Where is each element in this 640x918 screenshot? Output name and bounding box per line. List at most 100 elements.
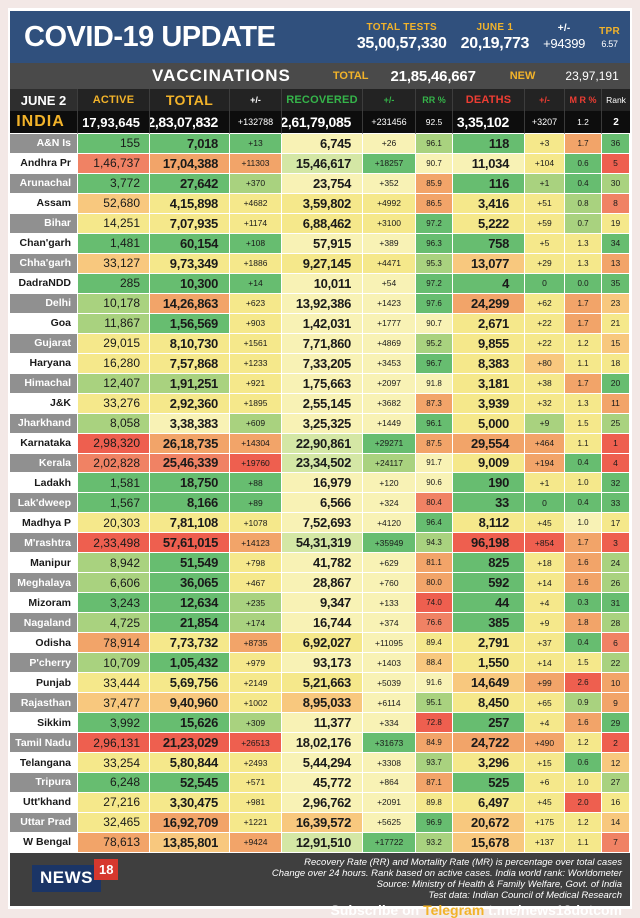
cell-deaths: 24,299 <box>453 293 525 314</box>
column-header-recovered-change: +/- <box>363 89 416 111</box>
column-header-state: JUNE 2 <box>10 89 78 111</box>
telegram-handle[interactable]: t.me/news18dotcom <box>484 902 622 918</box>
cell-recovered: 15,46,617 <box>282 153 363 174</box>
cell-rank: 16 <box>602 792 630 813</box>
india-total-change: +132788 <box>230 111 282 134</box>
cell-recovered: 6,88,462 <box>282 213 363 234</box>
cell-total-change: +108 <box>230 233 282 254</box>
state-label: Assam <box>10 193 78 214</box>
cell-recovered: 5,21,663 <box>282 673 363 694</box>
cell-recovered-change: +334 <box>363 713 416 734</box>
cell-active: 1,46,737 <box>78 153 150 174</box>
cell-rank: 20 <box>602 373 630 394</box>
cell-rank: 29 <box>602 713 630 734</box>
cell-deaths: 592 <box>453 573 525 594</box>
cell-active: 12,407 <box>78 373 150 394</box>
cell-deaths: 758 <box>453 233 525 254</box>
cell-active: 1,581 <box>78 473 150 494</box>
cell-mr-pct: 1.5 <box>565 653 602 674</box>
cell-recovered: 28,867 <box>282 573 363 594</box>
table-row: Odisha 78,914 7,73,732 +8735 6,92,027 +11095 8… <box>10 633 630 654</box>
footnote-rr-mr: Recovery Rate (RR) and Mortality Rate (M… <box>304 857 622 869</box>
vaccinations-total-value: 21,85,46,667 <box>390 67 476 85</box>
cell-total-change: +1895 <box>230 393 282 414</box>
cell-recovered: 7,33,205 <box>282 353 363 374</box>
cell-recovered-change: +1423 <box>363 293 416 314</box>
cell-deaths: 15,678 <box>453 832 525 853</box>
cell-deaths-change: +15 <box>525 753 565 773</box>
table-row: J&K 33,276 2,92,360 +1895 2,55,145 +3682 87.3 3… <box>10 393 630 414</box>
cell-mr-pct: 1.1 <box>565 832 602 853</box>
cell-deaths: 525 <box>453 773 525 793</box>
column-header-rank: Rank <box>606 95 626 105</box>
cell-rank: 3 <box>602 533 630 554</box>
cell-rr-pct: 91.6 <box>416 673 453 694</box>
cell-recovered-change: +352 <box>363 173 416 194</box>
table-row: Arunachal 3,772 27,642 +370 23,754 +352 85.9 11… <box>10 173 630 194</box>
cell-total: 2,92,360 <box>150 393 230 414</box>
cell-recovered: 54,31,319 <box>282 533 363 554</box>
cell-active: 6,606 <box>78 573 150 594</box>
cell-deaths-change: +18 <box>525 553 565 574</box>
cell-recovered: 5,44,294 <box>282 753 363 773</box>
cell-deaths: 1,550 <box>453 653 525 674</box>
telegram-link[interactable]: Telegram <box>423 902 485 918</box>
cell-active: 285 <box>78 273 150 294</box>
cell-recovered-change: +389 <box>363 233 416 254</box>
cell-rr-pct: 95.3 <box>416 253 453 274</box>
cell-rr-pct: 84.9 <box>416 733 453 754</box>
cell-recovered-change: +26 <box>363 134 416 154</box>
cell-deaths: 11,034 <box>453 153 525 174</box>
cell-total: 26,18,735 <box>150 433 230 454</box>
cell-deaths-change: +4 <box>525 713 565 734</box>
cell-recovered-change: +3308 <box>363 753 416 773</box>
cell-total-change: +4682 <box>230 193 282 214</box>
cell-deaths-change: +854 <box>525 533 565 554</box>
cell-total: 27,642 <box>150 173 230 194</box>
cell-active: 33,444 <box>78 673 150 694</box>
cell-rr-pct: 80.0 <box>416 573 453 594</box>
cell-recovered-change: +120 <box>363 473 416 494</box>
cell-recovered-change: +11095 <box>363 633 416 654</box>
cell-mr-pct: 0.8 <box>565 193 602 214</box>
cell-total: 1,56,569 <box>150 313 230 334</box>
india-summary-row: INDIA 17,93,645 2,83,07,832 +132788 2,61,79,… <box>10 111 630 134</box>
cell-deaths-change: +37 <box>525 633 565 654</box>
cell-deaths: 5,000 <box>453 413 525 434</box>
table-row: Lak'dweep 1,567 8,166 +89 6,566 +324 80.4 33 0 0.… <box>10 493 630 514</box>
cell-total: 21,854 <box>150 613 230 634</box>
cell-mr-pct: 1.7 <box>565 313 602 334</box>
state-label: Ladakh <box>10 473 78 494</box>
news18-logo-news: NEWS <box>32 865 101 893</box>
cell-rank: 30 <box>602 173 630 194</box>
cell-recovered-change: +6114 <box>363 693 416 714</box>
cell-rank: 11 <box>602 393 630 414</box>
cell-deaths: 385 <box>453 613 525 634</box>
cell-rr-pct: 96.1 <box>416 134 453 154</box>
cell-recovered-change: +760 <box>363 573 416 594</box>
cell-total-change: +14 <box>230 273 282 294</box>
cell-total-change: +1174 <box>230 213 282 234</box>
table-row: A&N Is 155 7,018 +13 6,745 +26 96.1 118 +3 1.7 36 <box>10 134 630 154</box>
cell-active: 52,680 <box>78 193 150 214</box>
cell-recovered-change: +3100 <box>363 213 416 234</box>
cell-recovered: 23,34,502 <box>282 453 363 474</box>
cell-active: 3,243 <box>78 593 150 614</box>
cell-rr-pct: 88.4 <box>416 653 453 674</box>
cell-mr-pct: 1.0 <box>565 773 602 793</box>
cell-deaths: 118 <box>453 134 525 154</box>
cell-rank: 18 <box>602 353 630 374</box>
cell-recovered-change: +3453 <box>363 353 416 374</box>
cell-recovered: 1,42,031 <box>282 313 363 334</box>
news18-logo-18: 18 <box>94 859 119 881</box>
cell-rank: 10 <box>602 673 630 694</box>
india-mr-pct: 1.2 <box>565 111 602 134</box>
cell-rank: 25 <box>602 413 630 434</box>
cell-rank: 28 <box>602 613 630 634</box>
cell-total-change: +370 <box>230 173 282 194</box>
cell-mr-pct: 0.6 <box>565 753 602 773</box>
cell-deaths-change: 0 <box>525 493 565 514</box>
table-row: Nagaland 4,725 21,854 +174 16,744 +374 76.6 385… <box>10 613 630 634</box>
cell-rr-pct: 85.9 <box>416 173 453 194</box>
cell-deaths-change: +59 <box>525 213 565 234</box>
